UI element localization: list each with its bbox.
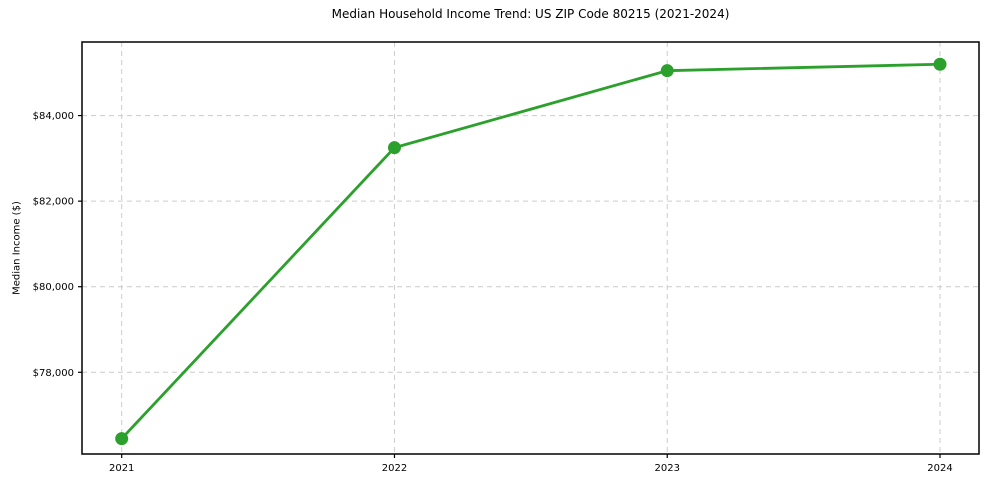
y-tick-label: $78,000 — [33, 368, 74, 379]
y-tick-label: $80,000 — [33, 282, 74, 293]
x-tick-label: 2024 — [927, 463, 952, 474]
chart-title: Median Household Income Trend: US ZIP Co… — [331, 7, 730, 21]
plot-border — [81, 41, 980, 455]
y-tick-label: $84,000 — [33, 111, 74, 122]
y-axis-label: Median Income ($) — [11, 201, 23, 295]
data-point-2024 — [933, 57, 947, 71]
data-point-2021 — [115, 432, 129, 446]
y-tick-label: $82,000 — [33, 197, 74, 208]
x-tick-label: 2023 — [655, 463, 680, 474]
data-point-2023 — [660, 64, 674, 78]
x-tick-label: 2022 — [382, 463, 407, 474]
data-point-2022 — [387, 141, 401, 155]
trend-line — [120, 62, 942, 440]
x-tick-label: 2021 — [109, 463, 134, 474]
